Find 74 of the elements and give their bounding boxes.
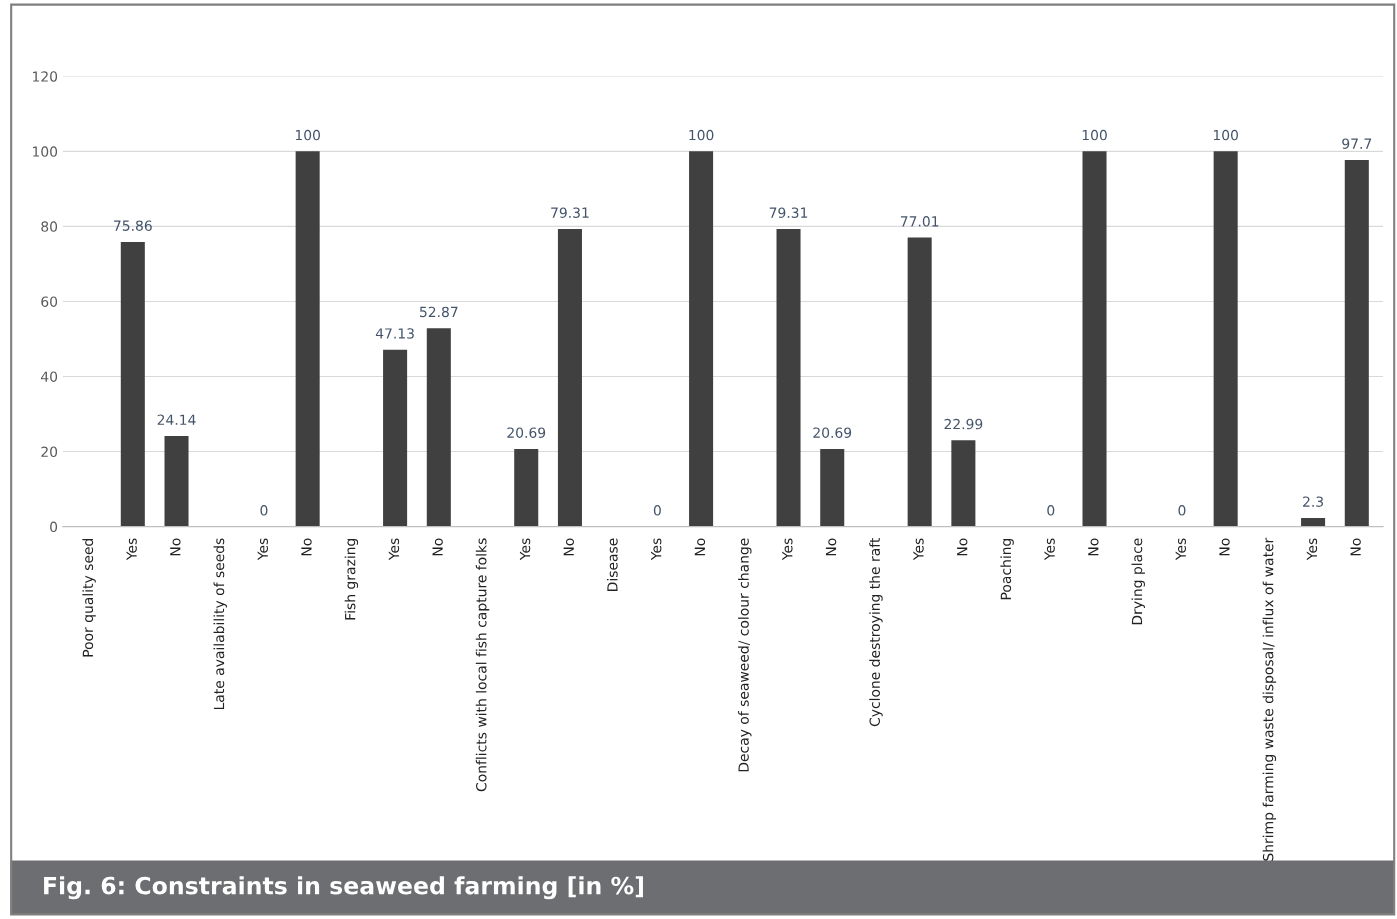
x-tick-label: Yes xyxy=(1175,538,1186,561)
data-label: 79.31 xyxy=(551,207,589,218)
data-label: 24.14 xyxy=(157,414,196,425)
x-tick-label: No xyxy=(1088,538,1099,556)
bar xyxy=(776,228,801,527)
bar xyxy=(514,448,539,527)
bar xyxy=(1082,151,1107,527)
data-label: 100 xyxy=(295,129,320,141)
bar xyxy=(295,151,320,527)
x-tick-label: Yes xyxy=(782,538,793,561)
y-tick-label: 100 xyxy=(33,146,58,157)
x-tick-label: Decay of seaweed/ colour change xyxy=(738,538,752,772)
data-label: 0 xyxy=(1047,505,1055,516)
bar xyxy=(120,241,145,527)
x-tick-label: No xyxy=(301,538,312,556)
data-label: 52.87 xyxy=(420,306,458,318)
x-tick-label: Yes xyxy=(651,538,662,561)
x-tick-label: No xyxy=(432,538,443,556)
bar xyxy=(1301,517,1326,527)
data-label: 77.01 xyxy=(900,216,939,227)
data-label: 75.86 xyxy=(114,220,152,231)
data-label: 0 xyxy=(1178,505,1186,516)
data-label: 97.7 xyxy=(1342,138,1372,149)
x-tick-label: Poor quality seed xyxy=(82,538,96,657)
x-tick-label: Conflicts with local fish capture folks xyxy=(475,538,490,792)
x-tick-label: Cyclone destroying the raft xyxy=(869,538,883,727)
data-label: 100 xyxy=(1082,129,1107,141)
x-tick-label: No xyxy=(1219,538,1230,556)
bar xyxy=(689,151,714,527)
bar xyxy=(951,440,976,527)
y-tick-label: 80 xyxy=(41,221,58,232)
x-tick-label: Yes xyxy=(913,538,924,561)
data-label: 100 xyxy=(689,129,714,141)
data-label: 0 xyxy=(653,505,661,516)
bar xyxy=(1344,159,1369,527)
bar xyxy=(1213,151,1238,527)
x-tick-label: Yes xyxy=(257,538,268,561)
x-tick-label: Disease xyxy=(606,538,618,591)
bar xyxy=(820,448,845,527)
bar xyxy=(426,328,451,527)
data-label: 47.13 xyxy=(375,328,414,339)
bar xyxy=(907,237,932,527)
x-tick-label: No xyxy=(825,538,837,556)
x-tick-label: Yes xyxy=(126,538,137,561)
x-tick-label: Yes xyxy=(519,538,531,561)
x-tick-label: Yes xyxy=(1044,538,1055,561)
x-tick-label: Shrimp farming waste disposal/ influx of water xyxy=(1262,537,1277,861)
x-tick-label: No xyxy=(170,538,181,556)
bar xyxy=(557,228,582,527)
x-tick-label: Poaching xyxy=(1000,538,1014,600)
data-label: 2.3 xyxy=(1303,496,1324,507)
y-tick-label: 60 xyxy=(41,296,58,307)
x-tick-label: No xyxy=(563,538,574,556)
data-label: 20.69 xyxy=(813,427,852,438)
x-tick-label: Yes xyxy=(1306,538,1318,561)
data-label: 100 xyxy=(1213,129,1238,141)
bar xyxy=(164,436,189,527)
text: Fig. 6: Constraints in seaweed farming [in %] xyxy=(44,876,643,900)
y-tick-label: 120 xyxy=(33,71,58,82)
data-label: 22.99 xyxy=(944,418,983,430)
x-tick-label: No xyxy=(1350,538,1361,556)
x-tick-label: Late availability of seeds xyxy=(213,538,227,710)
y-tick-label: 40 xyxy=(41,371,58,382)
data-label: 20.69 xyxy=(507,427,546,438)
data-label: 79.31 xyxy=(769,207,808,218)
x-tick-label: No xyxy=(694,538,706,556)
x-tick-label: Drying place xyxy=(1131,538,1145,625)
bar xyxy=(383,349,408,527)
x-tick-label: No xyxy=(957,538,968,556)
y-tick-label: 0 xyxy=(50,521,58,533)
x-tick-label: Yes xyxy=(388,538,400,561)
y-tick-label: 20 xyxy=(41,446,58,458)
x-tick-label: Fish grazing xyxy=(344,538,359,620)
data-label: 0 xyxy=(260,505,268,516)
